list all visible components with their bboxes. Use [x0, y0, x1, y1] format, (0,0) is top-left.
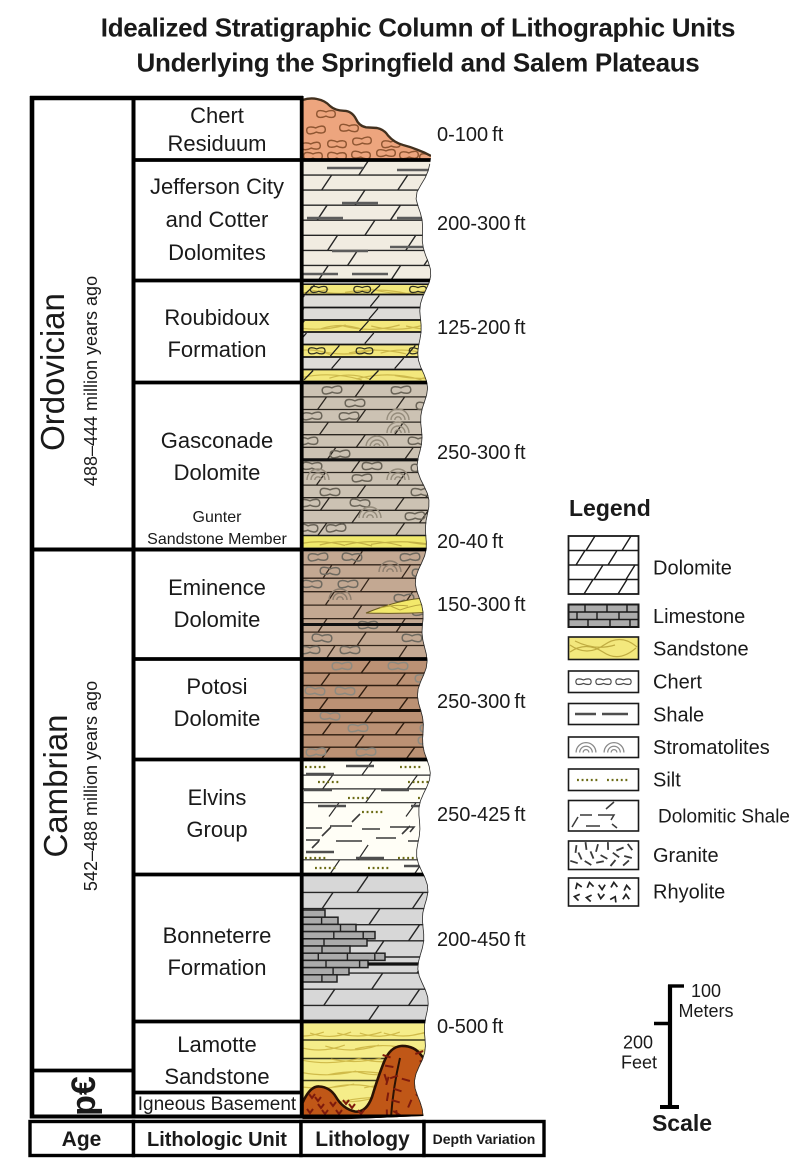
svg-text:Granite: Granite [653, 845, 719, 867]
svg-text:Silt: Silt [653, 770, 681, 792]
svg-text:Dolomite: Dolomite [174, 607, 261, 632]
svg-text:Formation: Formation [167, 337, 266, 362]
svg-text:and Cotter: and Cotter [166, 207, 269, 232]
svg-text:Underlying the Springfield and: Underlying the Springfield and Salem Pla… [137, 48, 700, 78]
svg-text:Sandstone: Sandstone [164, 1064, 269, 1089]
svg-text:Age: Age [62, 1128, 102, 1151]
svg-text:Legend: Legend [569, 495, 651, 521]
svg-text:Jefferson City: Jefferson City [150, 174, 284, 199]
svg-text:Roubidoux: Roubidoux [164, 305, 269, 330]
svg-text:Stromatolites: Stromatolites [653, 737, 770, 759]
svg-text:p€: p€ [65, 1076, 103, 1116]
svg-text:542–488 million years ago: 542–488 million years ago [81, 681, 101, 891]
svg-text:Elvins: Elvins [188, 785, 247, 810]
svg-text:250-425 ft: 250-425 ft [437, 804, 526, 826]
svg-text:150-300 ft: 150-300 ft [437, 594, 526, 616]
svg-text:Idealized Stratigraphic Column: Idealized Stratigraphic Column of Lithog… [101, 13, 735, 43]
svg-text:200-450 ft: 200-450 ft [437, 929, 526, 951]
svg-text:Residuum: Residuum [167, 131, 266, 156]
svg-text:Potosi: Potosi [186, 674, 247, 699]
svg-text:Lithology: Lithology [315, 1128, 410, 1151]
svg-text:0-500 ft: 0-500 ft [437, 1016, 504, 1038]
svg-text:200: 200 [623, 1033, 653, 1053]
svg-text:Gasconade: Gasconade [161, 428, 274, 453]
svg-text:Dolomites: Dolomites [168, 240, 266, 265]
svg-text:Meters: Meters [678, 1001, 733, 1021]
svg-text:Eminence: Eminence [168, 575, 266, 600]
svg-text:Dolomite: Dolomite [174, 460, 261, 485]
svg-text:Feet: Feet [621, 1053, 657, 1073]
svg-text:Gunter: Gunter [193, 509, 243, 526]
svg-text:250-300 ft: 250-300 ft [437, 442, 526, 464]
svg-text:Scale: Scale [652, 1110, 712, 1136]
svg-text:20-40 ft: 20-40 ft [437, 531, 504, 553]
svg-text:Bonneterre: Bonneterre [163, 923, 272, 948]
svg-text:Group: Group [186, 817, 247, 842]
svg-text:488–444 million years ago: 488–444 million years ago [81, 276, 101, 486]
svg-text:125-200 ft: 125-200 ft [437, 317, 526, 339]
svg-text:0-100 ft: 0-100 ft [437, 124, 504, 146]
svg-text:Shale: Shale [653, 705, 704, 727]
svg-text:Formation: Formation [167, 955, 266, 980]
svg-text:Dolomitic Shale: Dolomitic Shale [658, 807, 790, 828]
svg-text:100: 100 [691, 981, 721, 1001]
svg-text:Dolomite: Dolomite [174, 706, 261, 731]
svg-text:Igneous Basement: Igneous Basement [138, 1094, 297, 1115]
svg-text:Lamotte: Lamotte [177, 1032, 257, 1057]
svg-text:Sandstone: Sandstone [653, 639, 749, 661]
svg-text:Dolomite: Dolomite [653, 558, 732, 580]
svg-text:Chert: Chert [653, 672, 702, 694]
svg-text:250-300 ft: 250-300 ft [437, 691, 526, 713]
svg-text:Chert: Chert [190, 103, 244, 128]
svg-text:Cambrian: Cambrian [37, 714, 74, 857]
svg-text:Lithologic Unit: Lithologic Unit [147, 1129, 287, 1151]
svg-text:Ordovician: Ordovician [34, 293, 71, 451]
svg-text:Depth Variation: Depth Variation [433, 1131, 536, 1147]
svg-text:Sandstone Member: Sandstone Member [147, 531, 287, 548]
svg-text:Rhyolite: Rhyolite [653, 882, 725, 904]
svg-text:Limestone: Limestone [653, 606, 745, 628]
svg-text:200-300 ft: 200-300 ft [437, 213, 526, 235]
